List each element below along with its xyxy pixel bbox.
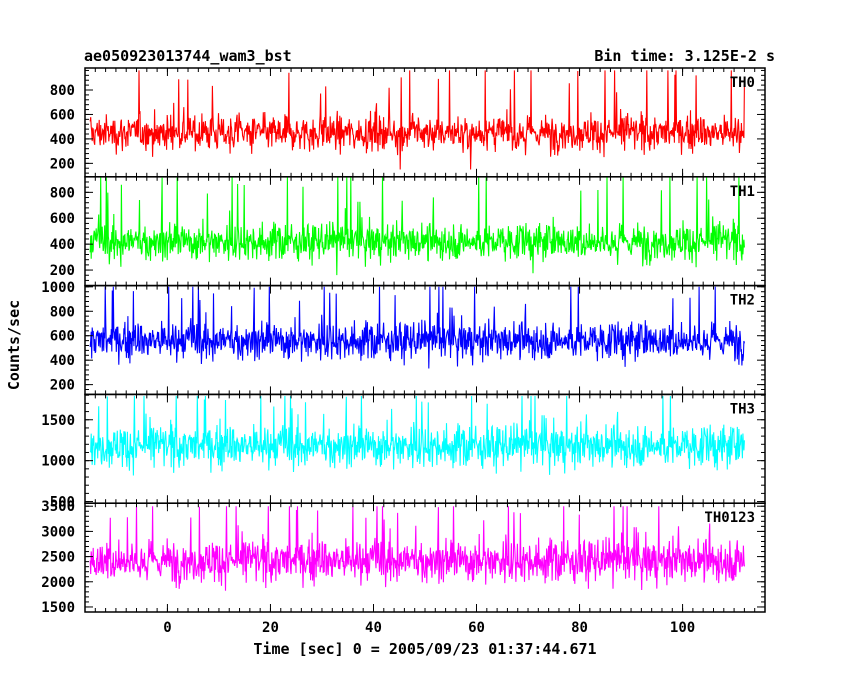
series-line-th0 bbox=[89, 70, 745, 170]
bin-time-label: Bin time: 3.125E-2 s bbox=[594, 47, 775, 65]
y-tick-label-th2: 1000 bbox=[41, 280, 75, 296]
panel-frame-th1 bbox=[84, 176, 766, 287]
x-tick-label: 20 bbox=[262, 620, 279, 636]
y-tick-label-th0123: 3000 bbox=[41, 524, 75, 540]
x-axis-label: Time [sec] 0 = 2005/09/23 01:37:44.671 bbox=[253, 640, 596, 658]
panel-label-th3: TH3 bbox=[730, 401, 755, 417]
y-tick-label-th1: 600 bbox=[50, 211, 75, 227]
y-tick-label-th0123: 3500 bbox=[41, 499, 75, 515]
x-tick-label: 100 bbox=[670, 620, 695, 636]
x-tick-label: 0 bbox=[163, 620, 171, 636]
y-tick-label-th1: 800 bbox=[50, 185, 75, 201]
series-line-th1 bbox=[89, 176, 745, 276]
y-tick-label-th0: 600 bbox=[50, 107, 75, 123]
y-tick-label-th0: 400 bbox=[50, 132, 75, 148]
y-tick-label-th0: 800 bbox=[50, 83, 75, 99]
series-line-th2 bbox=[89, 286, 745, 369]
y-tick-label-th0: 200 bbox=[50, 156, 75, 172]
x-tick-label: 40 bbox=[365, 620, 382, 636]
y-tick-label-th1: 400 bbox=[50, 237, 75, 253]
y-tick-label-th2: 200 bbox=[50, 378, 75, 394]
y-tick-label-th0123: 2500 bbox=[41, 550, 75, 566]
x-tick-label: 60 bbox=[468, 620, 485, 636]
y-tick-label-th3: 1000 bbox=[41, 454, 75, 470]
y-tick-label-th0123: 1500 bbox=[41, 600, 75, 616]
panel-label-th1: TH1 bbox=[730, 184, 755, 200]
y-tick-label-th2: 800 bbox=[50, 304, 75, 320]
x-tick-label: 80 bbox=[571, 620, 588, 636]
panel-label-th0123: TH0123 bbox=[704, 510, 755, 526]
y-tick-label-th3: 500 bbox=[50, 495, 75, 511]
series-line-th0123 bbox=[89, 506, 745, 591]
y-tick-label-th1: 200 bbox=[50, 263, 75, 279]
y-tick-label-th2: 400 bbox=[50, 353, 75, 369]
panel-label-th0: TH0 bbox=[730, 75, 755, 91]
y-tick-label-th3: 1500 bbox=[41, 413, 75, 429]
chart-title: ae050923013744_wam3_bst bbox=[84, 47, 292, 65]
y-tick-label-th0123: 2000 bbox=[41, 575, 75, 591]
y-axis-label: Counts/sec bbox=[5, 300, 23, 390]
panel-label-th2: TH2 bbox=[730, 293, 755, 309]
series-line-th3 bbox=[89, 395, 745, 476]
y-tick-label-th2: 600 bbox=[50, 329, 75, 345]
